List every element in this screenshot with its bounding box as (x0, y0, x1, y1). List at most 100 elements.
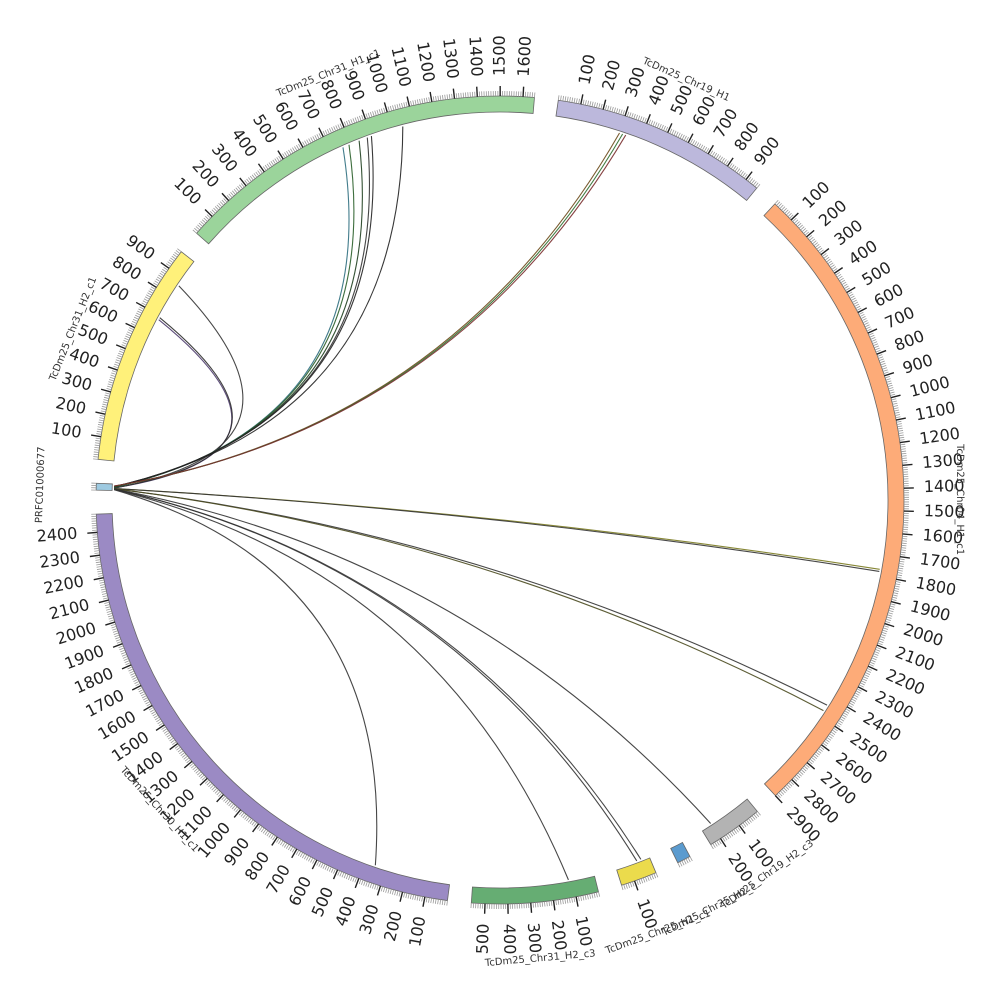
minor-tick (807, 235, 813, 239)
minor-tick (638, 879, 641, 885)
minor-tick (107, 612, 113, 616)
minor-tick (100, 586, 106, 589)
minor-tick (675, 131, 679, 137)
minor-tick (888, 387, 894, 390)
minor-tick (171, 255, 176, 260)
segment-tcdm25_chr19_h1 (555, 99, 758, 202)
minor-tick (150, 709, 155, 713)
minor-tick (717, 155, 721, 161)
minor-tick (152, 712, 158, 717)
minor-tick (310, 857, 314, 863)
minor-tick (394, 104, 397, 110)
minor-tick (197, 771, 202, 776)
minor-tick (613, 107, 616, 113)
minor-tick (802, 767, 807, 772)
minor-tick (887, 614, 893, 617)
minor-tick (831, 729, 837, 734)
ticks-layer: 1002003004005006007008009001002003004005… (36, 35, 965, 954)
minor-tick (259, 168, 263, 174)
minor-tick (186, 759, 191, 764)
minor-tick (560, 95, 562, 101)
minor-tick (852, 696, 858, 700)
minor-tick (104, 604, 110, 607)
minor-tick (308, 138, 312, 144)
minor-tick (213, 207, 218, 212)
tick-label: 100 (575, 53, 600, 87)
minor-tick (126, 333, 131, 337)
tick-label: 2200 (42, 571, 86, 597)
minor-tick (228, 193, 233, 198)
minor-tick (419, 98, 421, 104)
minor-tick (900, 443, 906, 446)
minor-tick (896, 420, 902, 423)
minor-tick (458, 93, 460, 99)
minor-tick (376, 885, 379, 891)
minor-tick (324, 130, 328, 135)
minor-tick (95, 437, 101, 440)
major-tick (857, 307, 868, 314)
minor-tick (434, 898, 437, 904)
minor-tick (270, 834, 274, 839)
major-tick (115, 344, 126, 350)
minor-tick (318, 133, 322, 138)
minor-tick (151, 711, 156, 715)
minor-tick (165, 732, 170, 736)
minor-tick (149, 288, 155, 292)
minor-tick (901, 455, 907, 457)
minor-tick (102, 401, 108, 404)
minor-tick (887, 384, 893, 388)
minor-tick (705, 148, 710, 153)
minor-tick (746, 819, 750, 825)
minor-tick (111, 372, 117, 375)
minor-tick (367, 112, 371, 118)
minor-tick (262, 829, 267, 834)
link-12 (114, 488, 880, 570)
minor-tick (710, 844, 714, 850)
major-tick (820, 744, 830, 752)
major-tick (552, 900, 556, 911)
minor-tick (316, 860, 320, 866)
minor-tick (101, 590, 107, 593)
link-14 (114, 488, 828, 706)
link-2 (114, 285, 244, 489)
minor-tick (170, 739, 176, 744)
minor-tick (99, 417, 105, 420)
minor-tick (895, 581, 901, 583)
minor-tick (156, 276, 162, 281)
major-tick (160, 261, 170, 269)
major-tick (624, 106, 629, 117)
minor-tick (828, 262, 834, 267)
minor-tick (679, 133, 683, 139)
minor-tick (363, 880, 366, 886)
minor-tick (339, 123, 343, 129)
minor-tick (886, 380, 892, 383)
minor-tick (671, 129, 675, 135)
tick-label: 500 (473, 923, 493, 954)
minor-tick (128, 327, 134, 331)
major-tick (91, 434, 102, 438)
minor-tick (598, 103, 601, 109)
segment-label-tcdm25_chr04_h1_c1: TcDm25_Chr04_H1_c1 (954, 443, 965, 555)
minor-tick (738, 169, 742, 175)
minor-tick (139, 691, 145, 695)
minor-tick (192, 229, 197, 234)
minor-tick (850, 700, 856, 704)
minor-tick (127, 666, 133, 670)
minor-tick (782, 207, 787, 213)
tick-label: 200 (598, 58, 624, 92)
minor-tick (810, 238, 816, 243)
minor-tick (822, 253, 827, 257)
minor-tick (113, 365, 119, 369)
minor-tick (754, 182, 759, 187)
minor-tick (644, 117, 647, 123)
minor-tick (416, 99, 419, 105)
minor-tick (244, 180, 249, 185)
minor-tick (285, 844, 290, 849)
minor-tick (681, 134, 685, 140)
minor-tick (584, 894, 587, 900)
minor-tick (879, 638, 885, 641)
minor-tick (737, 826, 741, 832)
minor-tick (193, 767, 199, 772)
minor-tick (99, 579, 105, 582)
minor-tick (882, 369, 888, 372)
